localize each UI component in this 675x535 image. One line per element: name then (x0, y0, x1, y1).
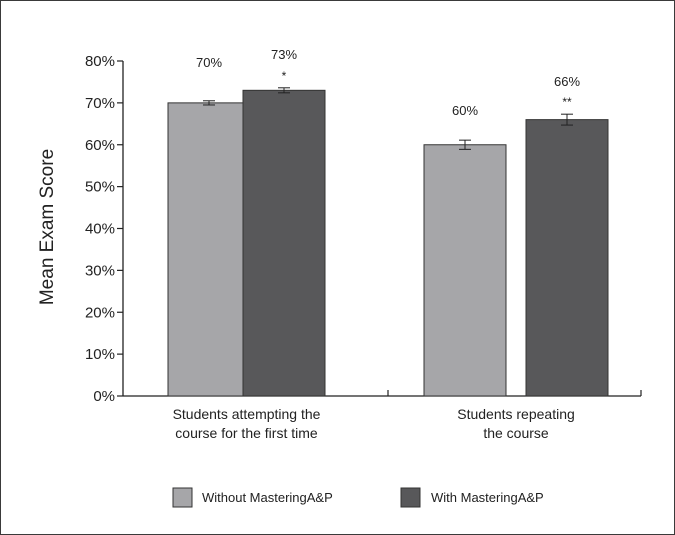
y-tick-label: 70% (85, 95, 115, 112)
y-axis-title: Mean Exam Score (37, 149, 58, 305)
legend: Without MasteringA&P With MasteringA&P (172, 487, 544, 508)
y-tick-label: 10% (85, 346, 115, 363)
legend-label: Without MasteringA&P (202, 490, 333, 505)
legend-label: With MasteringA&P (431, 490, 544, 505)
x-category-label: Students repeating (457, 406, 575, 422)
x-category-label: Students attempting the (173, 406, 321, 422)
labels: 70% 73% * Students attempting the course for… (173, 47, 581, 441)
y-tick-label: 40% (85, 221, 115, 238)
data-label: 70% (196, 55, 222, 70)
y-tick-label: 60% (85, 137, 115, 154)
y-tick-label: 0% (93, 388, 115, 405)
x-category-label: the course (483, 425, 549, 441)
data-label: 66% (554, 74, 580, 89)
legend-swatch (400, 487, 421, 508)
bars (167, 87, 609, 397)
bar (167, 102, 251, 397)
x-category-label: course for the first time (175, 425, 318, 441)
y-tick-label: 30% (85, 262, 115, 279)
significance-marker: ** (562, 95, 572, 109)
significance-marker: * (282, 69, 287, 83)
y-tick-label: 20% (85, 304, 115, 321)
legend-swatch (172, 487, 193, 508)
data-label: 60% (452, 103, 478, 118)
bar (525, 119, 609, 397)
y-tick-label: 50% (85, 179, 115, 196)
data-label: 73% (271, 47, 297, 62)
bar (242, 89, 326, 397)
bar (423, 144, 507, 397)
y-tick-label: 80% (85, 53, 115, 70)
